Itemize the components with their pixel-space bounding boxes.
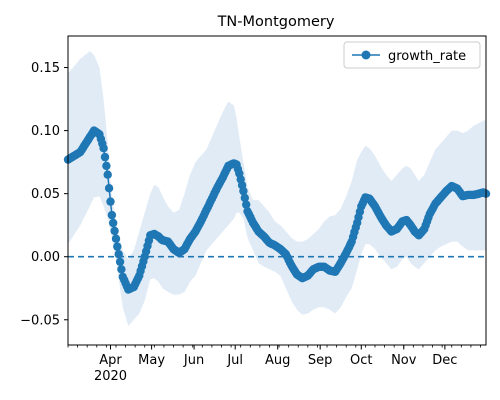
series-markers-growth-rate [63,126,491,294]
data-point [102,161,111,171]
y-tick-label: 0.00 [31,250,60,265]
axes-frame [67,35,487,346]
legend-box [343,41,481,69]
chart-title: TN-Montgomery [217,14,335,30]
data-point [115,257,125,266]
data-point [240,193,249,203]
y-tick-label: 0.15 [31,61,60,76]
x-tick-label: Oct [350,353,372,368]
data-point [106,197,115,206]
data-point [117,265,126,274]
y-tick-label: −0.05 [20,313,60,328]
x-tick-label: Dec [432,353,457,368]
x-tick-label: Sep [308,353,333,368]
x-tick-label: Aug [265,353,290,368]
data-point [109,218,118,228]
data-point [103,170,112,179]
x-tick-label: May [138,353,165,368]
x-tick-label: Jul [226,353,243,368]
legend-marker-swatch [361,50,371,60]
legend: growth_rate [343,41,481,69]
y-tick-label: 0.05 [31,187,60,202]
data-point [110,226,119,236]
data-point [111,234,121,243]
data-point [100,152,110,162]
data-point [113,242,122,251]
x-tick-label: Jun [183,353,204,368]
data-point [107,210,117,220]
x-tick-label: Apr [99,353,122,368]
y-tick-label: 0.10 [31,124,60,139]
data-point [114,250,123,259]
data-point [239,186,248,196]
data-point [99,144,108,153]
data-point [104,184,114,193]
legend-label-growth-rate: growth_rate [388,49,466,64]
data-point [242,200,251,209]
x-tick-label: Nov [391,353,417,368]
x-tick-year-label: 2020 [94,369,127,384]
